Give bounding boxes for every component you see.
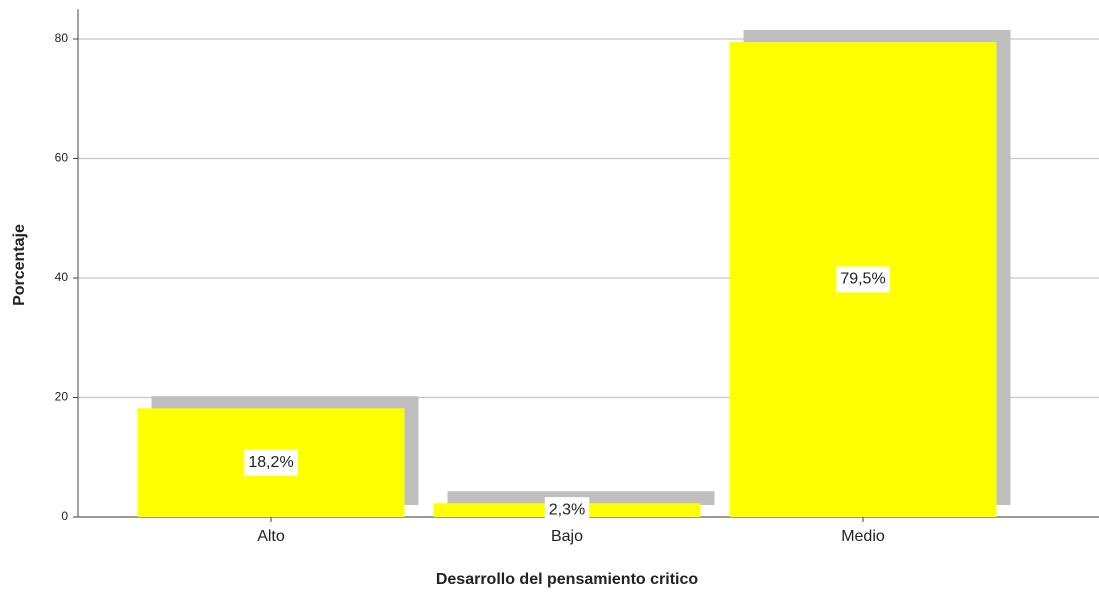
x-tick-label: Medio <box>841 528 885 545</box>
y-tick-label: 40 <box>55 270 69 284</box>
y-tick-label: 60 <box>55 151 69 165</box>
y-tick-label: 20 <box>55 390 69 404</box>
value-label: 79,5% <box>840 271 885 288</box>
y-axis-title: Porcentaje <box>11 224 28 306</box>
y-tick-label: 0 <box>61 509 68 523</box>
value-label: 18,2% <box>248 454 293 471</box>
x-tick-label: Bajo <box>551 528 583 545</box>
x-tick-label: Alto <box>257 528 285 545</box>
value-label-bg <box>836 266 890 293</box>
value-label: 2,3% <box>549 501 585 518</box>
y-tick-label: 80 <box>55 31 69 45</box>
x-axis-title: Desarrollo del pensamiento critico <box>436 571 699 588</box>
value-label-bg <box>544 497 590 524</box>
value-label-bg <box>244 449 298 476</box>
